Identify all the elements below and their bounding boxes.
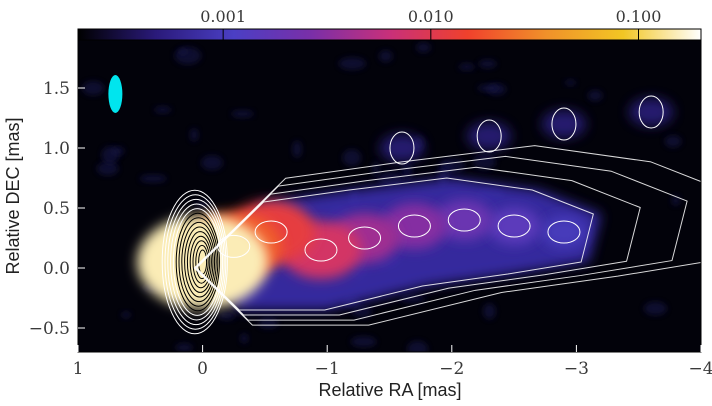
diffuse-contour [476,119,502,153]
x-tick-label: −3 [564,359,589,379]
x-tick-label: 1 [73,359,84,379]
core-contour [161,189,228,335]
noise-patch [400,295,426,304]
diffuse-contour [389,131,415,165]
jet-contour [195,177,594,311]
colorbar-tick-label: 0.010 [408,7,454,26]
noise-patch [201,155,223,171]
noise-patch [240,333,249,344]
noise-patch [101,146,119,165]
noise-patch [121,311,131,319]
core-contour [167,198,225,326]
beam [108,75,123,113]
noise-patch [352,306,373,318]
knot-contour [217,234,251,258]
jet-contour [194,155,688,321]
noise-patch [664,135,682,148]
noise-patch [292,140,302,158]
diffuse-knot [541,110,586,138]
x-tick-label: 0 [197,359,208,379]
noise-patch [139,174,167,183]
noise-patch [483,303,496,320]
noise-patch [477,84,500,93]
y-tick-label: 0.5 [43,199,70,219]
diffuse-contour [551,107,577,141]
noise-patch [564,79,577,86]
x-tick-label: −1 [315,359,340,379]
noise-patch [643,301,667,316]
noise-patch [217,311,236,321]
noise-patch [350,336,377,348]
y-axis-ticks: −0.5 0.0 0.5 1.0 1.5 [29,79,85,339]
colorbar [77,28,702,41]
core-contour [172,208,222,316]
noise-patch [258,317,279,329]
jet-contour [195,166,641,316]
y-tick-label: 1.5 [43,79,70,99]
x-axis-title: Relative RA [mas] [318,380,461,400]
core-contour [195,244,209,280]
noise-patch [478,59,497,69]
core-contour [178,217,219,307]
noise-patch [189,128,199,142]
colorbar-ticks: 0.001 0.010 0.100 [200,7,661,40]
noise-patch [378,50,393,63]
noise-patch [154,106,172,114]
colorbar-tick-label: 0.001 [200,7,246,26]
knot-contour [397,214,431,238]
beam-ellipse [108,75,123,113]
core-contour [170,203,224,321]
noise-patch [371,161,380,177]
noise-patch [342,149,362,167]
jet-contour [193,145,701,326]
noise-patch [231,110,254,118]
x-tick-label: −4 [688,359,712,379]
y-tick-label: −0.5 [29,319,70,339]
x-tick-label: −2 [439,359,464,379]
intensity-contours [161,95,701,335]
colorbar-tick-label: 0.100 [616,7,662,26]
y-tick-label: 1.0 [43,139,70,159]
core-contour [164,194,227,330]
core-contour [181,221,217,303]
noise-patch [458,63,475,71]
noise-patch [96,161,119,176]
noise-patch [178,48,188,55]
jet-component [487,207,541,245]
diffuse-knot [467,122,512,150]
noise-patch [82,81,105,96]
x-axis-ticks: 1 0 −1 −2 −3 −4 [73,345,712,379]
diffuse-knot [629,98,674,126]
jet-component [435,199,493,241]
core-contour [192,240,211,284]
diffuse-knot [379,134,424,162]
y-tick-label: 0.0 [43,259,70,279]
noise-patch [407,340,428,352]
noise-patch [378,171,404,186]
core-contour [189,235,212,289]
noise-patch [174,46,202,65]
knot-contour [547,220,581,244]
core-contour [175,212,220,312]
knot-contour [304,238,338,262]
knot-contour [497,214,531,238]
plot-frame [77,39,702,353]
noise-patch [175,343,193,352]
y-axis-title: Relative DEC [mas] [3,117,23,274]
noise-patch [338,57,367,70]
noise-patch [587,90,603,102]
knot-contour [254,220,288,244]
noise-patch [416,42,431,53]
knot-contour [348,226,382,250]
core-contour [184,226,216,298]
knot-contour [447,208,481,232]
core-contour [186,231,214,293]
diffuse-contour [638,95,664,129]
